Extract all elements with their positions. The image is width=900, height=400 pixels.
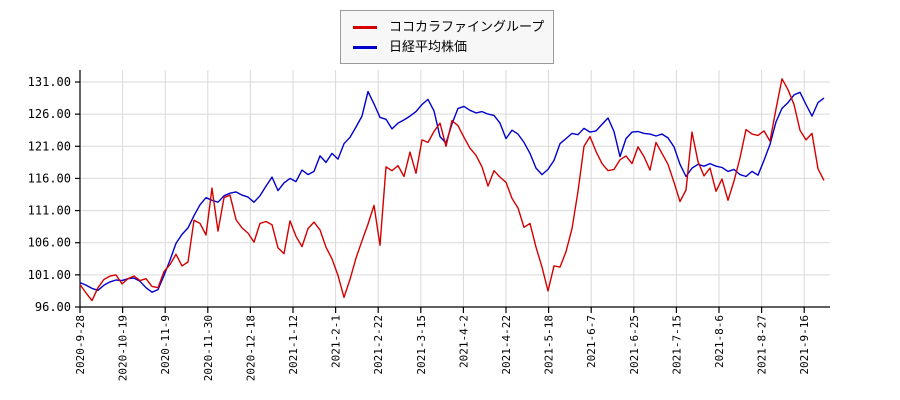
y-tick-label: 106.00 [28,236,71,250]
y-tick-label: 131.00 [28,75,71,89]
x-tick-label: 2021-5-18 [543,315,556,375]
x-tick-label: 2020-11-30 [202,315,215,381]
x-tick-label: 2021-6-25 [628,315,641,375]
chart-legend: ココカラファイングループ 日経平均株価 [340,10,554,64]
legend-label-nikkei: 日経平均株価 [389,39,468,54]
x-tick-label: 2021-8-27 [756,315,769,375]
legend-item-cocokara: ココカラファイングループ [353,17,545,37]
y-tick-label: 126.00 [28,107,71,121]
x-tick-label: 2020-9-28 [74,315,87,375]
x-tick-label: 2021-2-22 [372,315,385,375]
legend-label-cocokara: ココカラファイングループ [389,19,545,34]
x-tick-label: 2021-9-16 [798,315,811,375]
x-tick-label: 2021-1-12 [287,315,300,375]
blue-line-swatch-icon [353,45,377,49]
x-tick-label: 2021-6-7 [585,315,598,368]
y-tick-label: 101.00 [28,268,71,282]
x-tick-label: 2021-2-1 [330,315,343,368]
x-tick-label: 2021-4-2 [457,315,470,368]
legend-item-nikkei: 日経平均株価 [353,37,543,57]
x-tick-label: 2020-11-9 [159,315,172,375]
red-line-swatch-icon [353,25,377,29]
y-tick-label: 121.00 [28,139,71,153]
x-tick-label: 2020-12-18 [244,315,257,381]
x-tick-label: 2020-10-19 [117,315,130,381]
x-tick-label: 2021-7-15 [670,315,683,375]
x-tick-label: 2021-3-15 [415,315,428,375]
y-tick-label: 111.00 [28,204,71,218]
y-tick-label: 116.00 [28,171,71,185]
y-tick-label: 96.00 [35,300,71,314]
x-tick-label: 2021-4-22 [500,315,513,375]
x-tick-label: 2021-8-6 [713,315,726,368]
series-line-cocokara [79,78,825,302]
